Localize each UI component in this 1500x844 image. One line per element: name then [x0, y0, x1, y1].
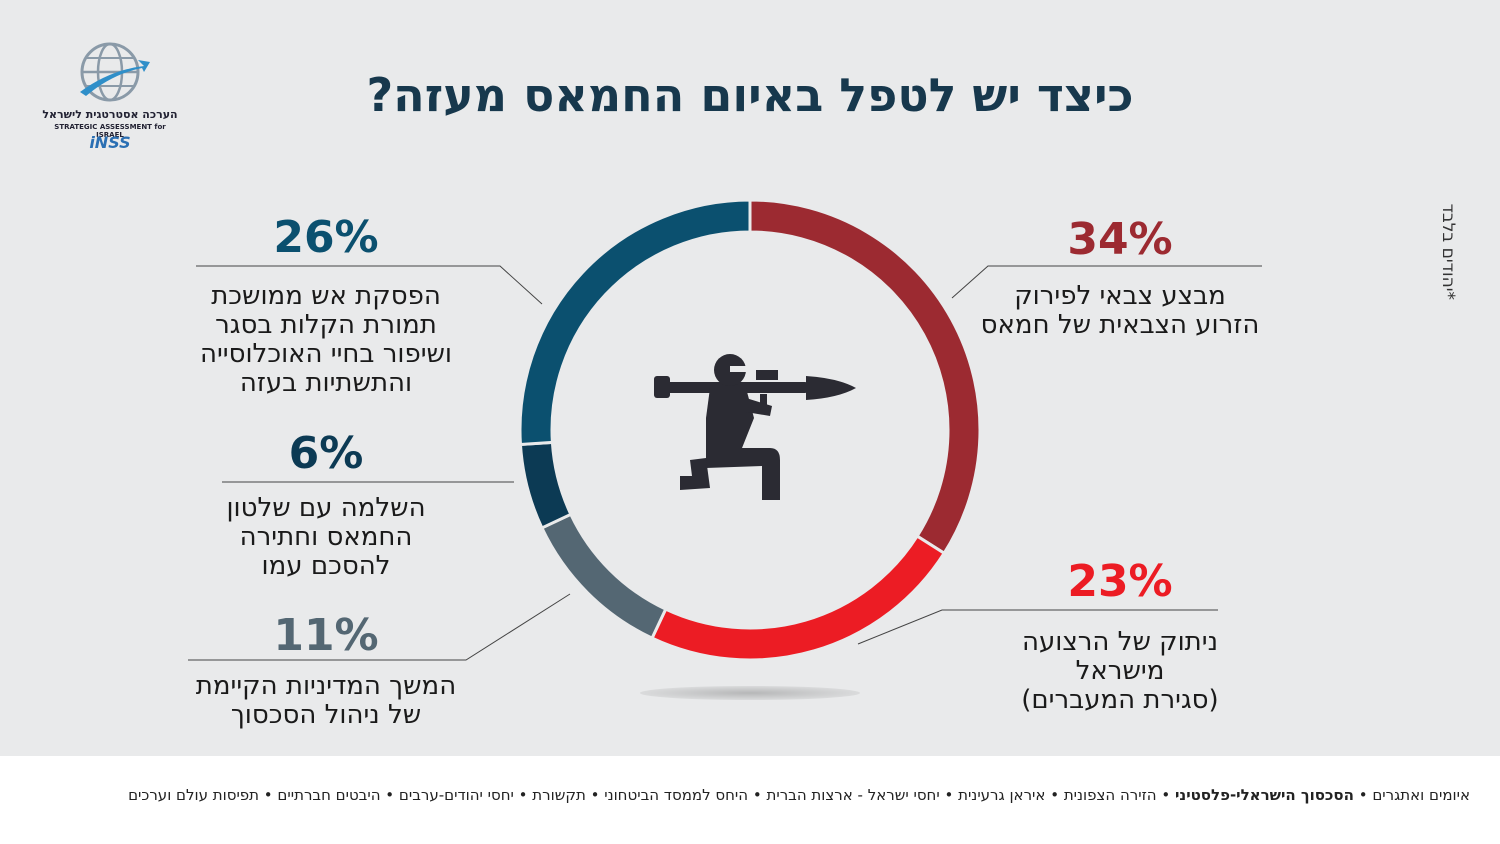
footer-topic[interactable]: איומים ואתגרים: [1372, 786, 1470, 804]
footer-separator: •: [939, 786, 959, 804]
logo-english-text: STRATEGIC ASSESSMENT for ISRAEL: [54, 123, 166, 139]
inss-logo: הערכה אסטרטגית לישראל STRATEGIC ASSESSME…: [40, 40, 180, 155]
footer-separator: •: [585, 786, 605, 804]
slice-label-6-line-1: השלמה עם שלטון: [226, 493, 426, 523]
slice-label-26-line-2: תמורת הקלות בסגר: [215, 310, 437, 340]
logo-hebrew-text: הערכה אסטרטגית לישראל: [42, 108, 178, 121]
donut-slice-11: [539, 512, 668, 641]
pct-label-34: 34%: [1067, 214, 1173, 265]
pct-label-26: 26%: [273, 212, 379, 263]
footer-topic[interactable]: היבטים חברתיים: [277, 786, 381, 804]
footer-separator: •: [1353, 786, 1373, 804]
slice-label-23-line-1: ניתוק של הרצועה: [1021, 627, 1218, 657]
footer-topic[interactable]: תפיסות עולם וערכים: [128, 786, 260, 804]
slice-label-26-line-1: הפסקת אש ממושכת: [211, 281, 441, 311]
footer-topic[interactable]: יחסי ישראל - ארצות הברית: [766, 786, 940, 804]
soldier-with-rpg-icon: [654, 354, 856, 500]
slice-label-6: השלמה עם שלטון החמאס וחתירה להסכם עמו: [196, 494, 456, 581]
footer-topic[interactable]: תקשורת: [532, 786, 586, 804]
slice-label-23-line-3: (סגירת המעברים): [1021, 685, 1219, 715]
footer-topic[interactable]: איראן גרעינית: [958, 786, 1046, 804]
leader-line-26: [196, 265, 543, 305]
footer-separator: •: [259, 786, 278, 804]
slice-label-11-line-1: המשך המדיניות הקיימת: [195, 671, 457, 701]
leader-line-23: [857, 609, 1218, 645]
footer-separator: •: [748, 786, 767, 804]
footer-separator: •: [1156, 786, 1175, 804]
donut-slice-34: [748, 198, 982, 556]
footer-bar: איומים ואתגרים • הסכסוך הישראלי-פלסטיני …: [0, 756, 1500, 844]
slice-label-26: הפסקת אש ממושכת תמורת הקלות בסגר ושיפור …: [176, 282, 476, 398]
footer-topic[interactable]: הזירה הצפונית: [1063, 786, 1157, 804]
footer-separator: •: [380, 786, 399, 804]
footer-separator: •: [513, 786, 533, 804]
slice-label-6-line-2: החמאס וחתירה: [239, 522, 413, 552]
slice-label-11: המשך המדיניות הקיימת של ניהול הסכסוך: [166, 672, 486, 730]
globe-icon: [80, 42, 150, 102]
pct-label-23: 23%: [1067, 556, 1173, 607]
leader-line-34: [951, 265, 1262, 299]
slice-label-26-line-3: ושיפור בחיי האוכלוסייה: [199, 339, 453, 369]
slice-label-34-line-1: מבצע צבאי לפירוק: [1014, 281, 1226, 311]
slice-label-6-line-3: להסכם עמו: [261, 551, 391, 581]
footer-topic[interactable]: היחס לממסד הביטחוני: [604, 786, 749, 804]
donut-slice-6: [518, 440, 573, 530]
slice-label-23-line-2: מישראל: [1075, 656, 1165, 686]
footer-topics: איומים ואתגרים • הסכסוך הישראלי-פלסטיני …: [128, 786, 1470, 804]
donut-shadow: [640, 686, 860, 700]
pct-label-11: 11%: [273, 610, 379, 661]
leader-line-11: [188, 593, 571, 661]
donut-chart: [518, 198, 982, 662]
donut-slice-26: [518, 198, 752, 447]
slice-label-34-line-2: הזרוע הצבאית של חמאס: [980, 310, 1260, 340]
footer-separator: •: [1045, 786, 1064, 804]
slice-label-26-line-4: והתשתיות בעזה: [239, 368, 413, 398]
footer-topic[interactable]: יחסי יהודים-ערבים: [398, 786, 514, 804]
donut-slice-23: [650, 534, 947, 662]
pct-label-6: 6%: [288, 428, 364, 479]
footer-topic[interactable]: הסכסוך הישראלי-פלסטיני: [1174, 786, 1354, 804]
slice-label-11-line-2: של ניהול הסכסוך: [230, 700, 422, 730]
logo-brand: iNSS: [89, 133, 131, 152]
slice-label-23: ניתוק של הרצועה מישראל (סגירת המעברים): [980, 628, 1260, 715]
page-title: כיצד יש לטפל באיום החמאס מעזה?: [366, 68, 1134, 122]
slice-label-34: מבצע צבאי לפירוק הזרוע הצבאית של חמאס: [950, 282, 1290, 340]
